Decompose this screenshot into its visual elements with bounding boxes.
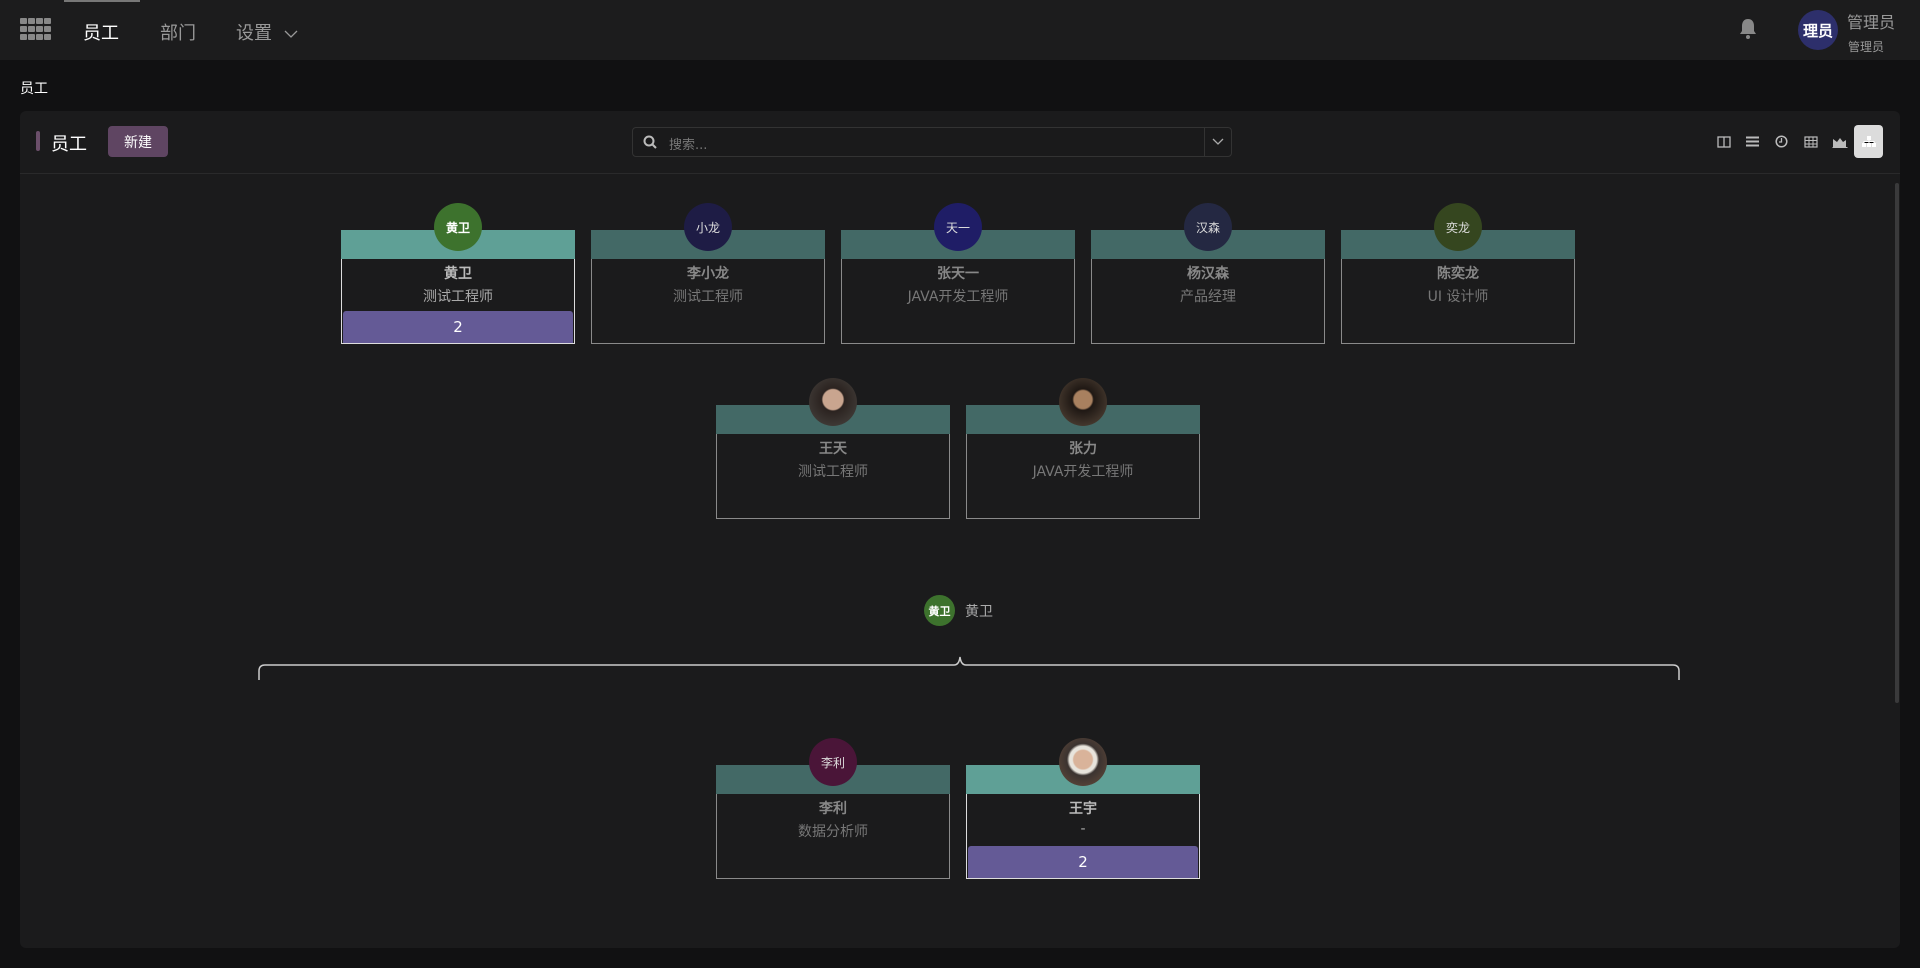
employee-name: 王天 <box>819 441 847 457</box>
employee-job: JAVA开发工程师 <box>907 289 1009 305</box>
employee-photo <box>809 378 857 426</box>
subordinates-count-button[interactable]: 2 <box>968 846 1198 878</box>
employee-card[interactable]: 天一 张天一 JAVA开发工程师 <box>841 203 1075 344</box>
pivot-view-button[interactable] <box>1796 125 1825 158</box>
nav-settings-label: 设置 <box>236 23 272 44</box>
employee-job: 产品经理 <box>1180 289 1236 305</box>
bell-icon[interactable] <box>1738 18 1758 40</box>
list-icon <box>1746 136 1759 147</box>
avatar: 天一 <box>934 203 982 251</box>
main-panel: 员工 新建 搜索... 黄卫 黄卫 测试工程师 2 小龙 李小龙 测试工程师 天一 … <box>20 111 1900 948</box>
nav-settings[interactable]: 设置 <box>236 19 298 45</box>
nav-employees[interactable]: 员工 <box>83 23 119 44</box>
user-name[interactable]: 管理员 <box>1847 13 1896 32</box>
nav-departments[interactable]: 部门 <box>160 23 196 44</box>
search-options-toggle[interactable] <box>1204 128 1231 156</box>
apps-menu-icon[interactable] <box>20 18 51 40</box>
employee-card[interactable]: 汉森 杨汉森产品经理 <box>1091 203 1325 344</box>
top-navbar: 员工 部门 设置 理员 管理员 管理员 <box>0 0 1920 60</box>
page-title: 员工 <box>51 134 87 155</box>
employee-name: 张天一 <box>937 266 979 282</box>
scrollbar[interactable] <box>1895 183 1899 703</box>
view-switcher <box>1709 125 1883 158</box>
employee-card[interactable]: 小龙 李小龙测试工程师 <box>591 203 825 344</box>
user-role: 管理员 <box>1848 40 1885 54</box>
employee-name: 黄卫 <box>444 266 472 282</box>
user-avatar[interactable]: 理员 <box>1798 10 1838 50</box>
org-chart-view-button[interactable] <box>1854 125 1883 158</box>
org-chart-icon <box>1861 135 1876 147</box>
employee-job: - <box>1080 821 1086 837</box>
employee-card[interactable]: 张力 JAVA开发工程师 <box>966 378 1200 519</box>
employee-photo <box>1059 378 1107 426</box>
kanban-view-button[interactable] <box>1709 125 1738 158</box>
avatar: 小龙 <box>684 203 732 251</box>
new-button[interactable]: 新建 <box>108 126 168 157</box>
employee-name: 李小龙 <box>687 266 729 282</box>
active-indicator <box>64 0 140 2</box>
graph-icon <box>1832 137 1847 148</box>
employee-card[interactable]: 奕龙 陈奕龙 UI 设计师 <box>1341 203 1575 344</box>
employee-job: JAVA开发工程师 <box>1032 464 1134 480</box>
employee-job: UI 设计师 <box>1427 289 1489 305</box>
employee-name: 王宇 <box>1069 801 1097 817</box>
avatar: 奕龙 <box>1434 203 1482 251</box>
avatar: 汉森 <box>1184 203 1232 251</box>
employee-card[interactable]: 黄卫 黄卫测试工程师 2 <box>341 203 575 344</box>
employee-job: 数据分析师 <box>798 824 868 840</box>
breadcrumb: 员工 <box>20 81 48 97</box>
employee-job: 测试工程师 <box>673 289 743 305</box>
title-accent <box>36 131 40 151</box>
employee-name: 杨汉森 <box>1187 266 1229 282</box>
employee-job: 测试工程师 <box>423 289 493 305</box>
list-view-button[interactable] <box>1738 125 1767 158</box>
search-icon <box>643 135 657 149</box>
employee-card[interactable]: 王天 测试工程师 <box>716 378 950 519</box>
employee-name: 李利 <box>819 801 847 817</box>
employee-name: 张力 <box>1069 441 1097 457</box>
chevron-down-icon <box>284 30 298 38</box>
employee-job: 测试工程师 <box>798 464 868 480</box>
employee-card[interactable]: 王宇 - 2 <box>966 738 1200 879</box>
chevron-down-icon <box>1212 138 1224 145</box>
graph-view-button[interactable] <box>1825 125 1854 158</box>
manager-avatar: 黄卫 <box>924 595 955 626</box>
avatar: 李利 <box>809 738 857 786</box>
employee-card[interactable]: 李利 李利数据分析师 <box>716 738 950 879</box>
employee-photo <box>1059 738 1107 786</box>
avatar: 黄卫 <box>434 203 482 251</box>
search-input[interactable]: 搜索... <box>632 127 1232 157</box>
kanban-icon <box>1716 135 1731 148</box>
header-divider <box>20 173 1900 174</box>
activity-icon <box>1775 135 1788 148</box>
manager-name: 黄卫 <box>965 603 993 620</box>
hierarchy-connector <box>258 656 1680 680</box>
manager-node[interactable]: 黄卫 黄卫 <box>924 595 993 626</box>
pivot-icon <box>1803 135 1818 148</box>
activity-view-button[interactable] <box>1767 125 1796 158</box>
subordinates-count-button[interactable]: 2 <box>343 311 573 343</box>
search-placeholder: 搜索... <box>669 138 708 153</box>
employee-name: 陈奕龙 <box>1437 266 1479 282</box>
